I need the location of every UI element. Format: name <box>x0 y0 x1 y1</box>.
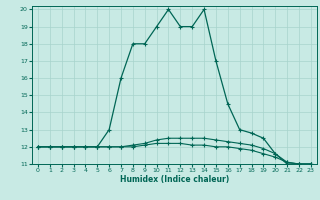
X-axis label: Humidex (Indice chaleur): Humidex (Indice chaleur) <box>120 175 229 184</box>
